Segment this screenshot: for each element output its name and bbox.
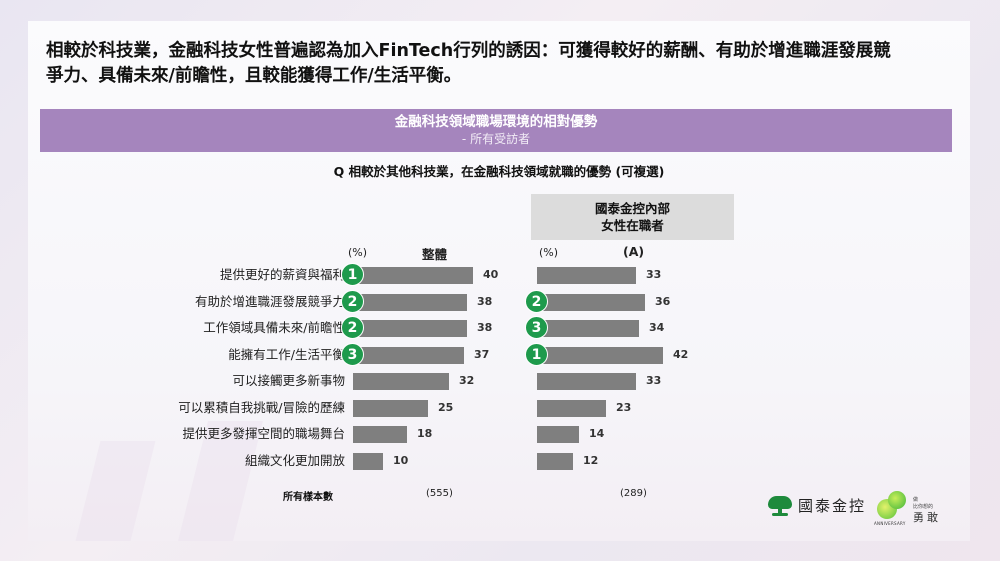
chart-title: 金融科技領域職場環境的相對優勢 (394, 114, 598, 130)
bar-overall (353, 373, 449, 390)
value-overall: 25 (438, 400, 454, 414)
value-overall: 32 (459, 374, 475, 387)
category-label: 工作領域具備未來/前瞻性 (203, 320, 345, 335)
slide: 相較於科技業，金融科技女性普遍認為加入FinTech行列的誘因：可獲得較好的薪酬… (28, 21, 970, 541)
chart-subtitle: - 所有受訪者 (461, 132, 531, 146)
value-overall: 18 (417, 427, 433, 440)
tree-logo-icon (768, 495, 792, 516)
left-column-title: 整體 (422, 247, 448, 262)
value-overall: 40 (483, 268, 499, 281)
bar-overall (353, 267, 473, 284)
bar-cathay (537, 267, 636, 284)
anniversary-logo-icon: ANNIVERSARY (874, 491, 908, 526)
rank-badge-overall: 1 (341, 263, 364, 286)
bar-cathay (537, 399, 606, 417)
value-cathay: 14 (589, 427, 605, 440)
bar-overall (353, 293, 467, 311)
value-overall: 38 (477, 321, 493, 334)
bar-overall (353, 320, 467, 337)
sample-size-cathay: (289) (620, 488, 647, 499)
rank-badge-cathay: 1 (525, 342, 548, 366)
rank-badge-overall: 2 (341, 289, 364, 313)
survey-question: Q 相較於其他科技業，在金融科技領域就職的優勢 (可複選) (333, 164, 665, 179)
right-unit-label: (%) (539, 246, 559, 259)
bar-cathay (537, 373, 636, 390)
category-label: 有助於增進職涯發展競爭力 (194, 293, 345, 309)
bar-overall (353, 346, 464, 364)
rank-badge-overall: 3 (341, 342, 364, 366)
bar-cathay (537, 452, 573, 470)
cathay-logo: 國泰金控 (768, 495, 866, 516)
sample-size-label: 所有樣本數 (283, 492, 333, 503)
brand-name: 國泰金控 (798, 497, 867, 515)
category-label: 能擁有工作/生活平衡 (228, 346, 345, 362)
bar-cathay (537, 320, 639, 337)
headline-line1: 相較於科技業，金融科技女性普遍認為加入FinTech行列的誘因：可獲得較好的薪酬… (46, 41, 891, 61)
right-column-title: (A) (623, 244, 645, 259)
slogan-big: 勇敢 (913, 511, 941, 524)
value-cathay: 42 (673, 347, 689, 361)
anniversary-text: ANNIVERSARY (874, 521, 906, 526)
category-label: 提供更好的薪資與福利 (219, 267, 345, 282)
value-overall: 10 (393, 453, 409, 467)
category-label: 組織文化更加開放 (244, 452, 345, 468)
value-cathay: 33 (646, 374, 662, 387)
headline-line2: 爭力、具備未來/前瞻性，且較能獲得工作/生活平衡。 (46, 66, 462, 86)
value-cathay: 33 (646, 268, 662, 281)
category-label: 提供更多發揮空間的職場舞台 (182, 426, 345, 441)
bar-overall (353, 426, 407, 443)
category-label: 可以累積自我挑戰/冒險的歷練 (178, 399, 345, 415)
bar-cathay (537, 293, 645, 311)
rank-badge-cathay: 3 (525, 316, 548, 339)
slogan-small-1: 做 (913, 497, 919, 503)
left-unit-label: (%) (348, 246, 368, 259)
value-cathay: 23 (616, 400, 632, 414)
rank-badge-overall: 2 (341, 316, 364, 339)
rank-badge-cathay: 2 (525, 289, 548, 313)
bar-overall (353, 452, 383, 470)
headline: 相較於科技業，金融科技女性普遍認為加入FinTech行列的誘因：可獲得較好的薪酬… (46, 39, 966, 89)
chart-title-banner: 金融科技領域職場環境的相對優勢 - 所有受訪者 (40, 109, 952, 152)
value-overall: 38 (477, 294, 493, 308)
value-cathay: 34 (649, 321, 665, 334)
value-cathay: 12 (583, 453, 599, 467)
value-overall: 37 (474, 347, 490, 361)
group-header-line2: 女性在職者 (601, 218, 664, 233)
bar-overall (353, 399, 428, 417)
value-cathay: 36 (655, 294, 671, 308)
group-header-cathay: 國泰金控內部 女性在職者 (531, 194, 734, 240)
bar-cathay (537, 346, 663, 364)
group-header-line1: 國泰金控內部 (594, 201, 670, 216)
bar-cathay (537, 426, 579, 443)
category-label: 可以接觸更多新事物 (232, 373, 345, 388)
slogan: 做 比你想的 勇敢 (913, 497, 941, 525)
sample-size-overall: (555) (426, 488, 453, 499)
slogan-small-2: 比你想的 (913, 504, 934, 510)
